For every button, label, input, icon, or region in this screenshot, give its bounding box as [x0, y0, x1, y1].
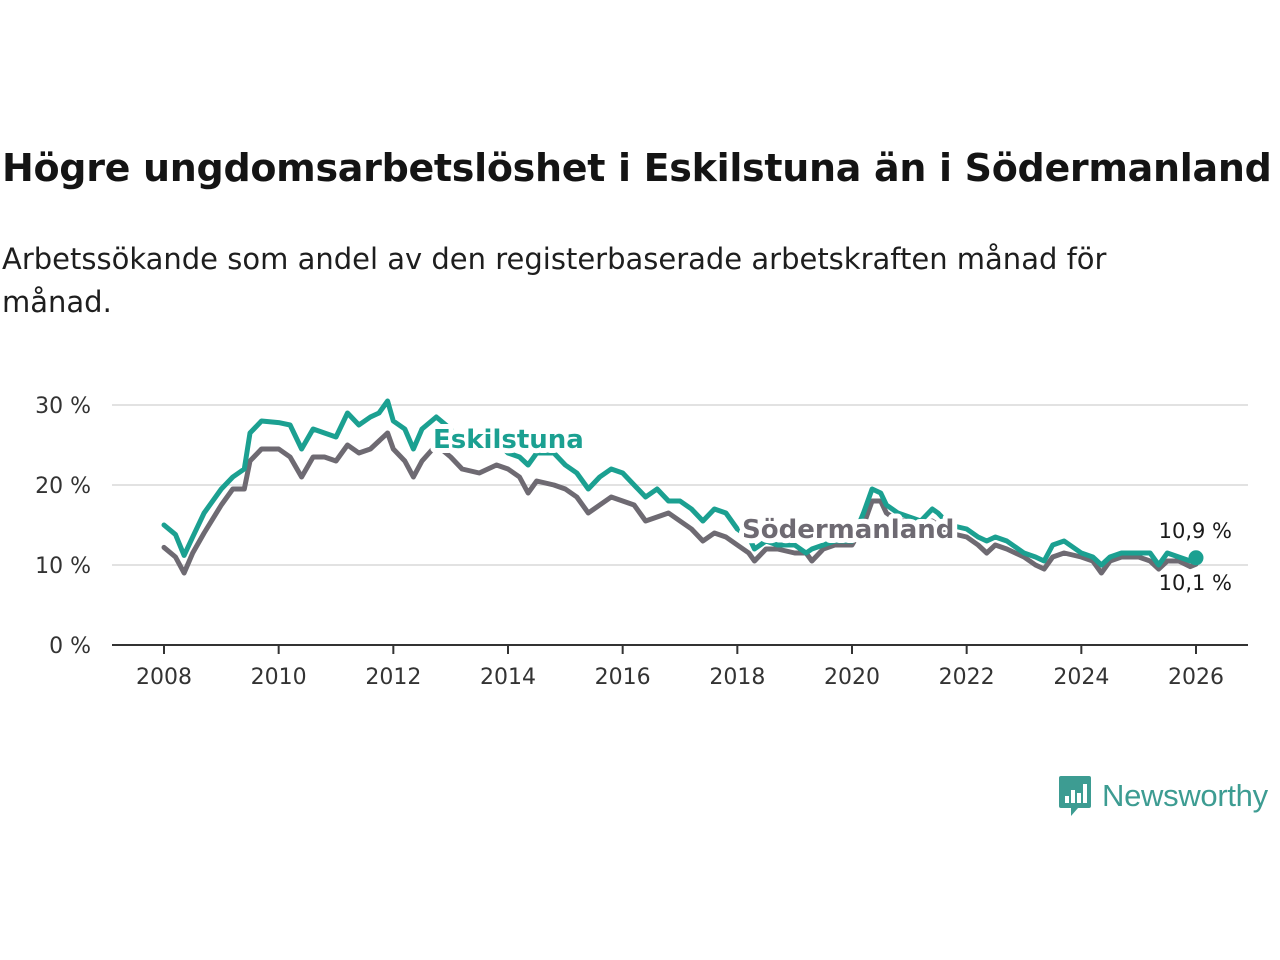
x-tick-label: 2024 [1053, 665, 1109, 690]
x-tick-label: 2010 [251, 665, 307, 690]
axes: 0 % 10 % 20 % 30 % 2008 2010 2012 2014 2016 2018 2… [35, 394, 1248, 690]
end-marker-eskilstuna [1188, 550, 1204, 566]
y-tick-label: 20 % [35, 474, 91, 499]
x-tick-label: 2016 [595, 665, 651, 690]
chart-title: Högre ungdomsarbetslöshet i Eskilstuna ä… [2, 146, 1272, 190]
series-line-eskilstuna [161, 398, 1199, 568]
series-label-sodermanland: Södermanland [742, 515, 954, 545]
x-tick-label: 2022 [939, 665, 995, 690]
x-tick-label: 2018 [709, 665, 765, 690]
bar-chart-bubble-icon [1059, 776, 1091, 816]
end-label-sodermanland: 10,1 % [1159, 571, 1232, 595]
y-tick-label: 10 % [35, 554, 91, 579]
brand-name: Newsworthy [1102, 778, 1268, 813]
chart-subtitle: Arbetssökande som andel av den registerb… [2, 242, 1107, 319]
x-tick-label: 2026 [1168, 665, 1224, 690]
x-tick-label: 2008 [136, 665, 192, 690]
y-tick-label: 30 % [35, 394, 91, 419]
x-tick-label: 2012 [365, 665, 421, 690]
end-label-eskilstuna: 10,9 % [1159, 519, 1232, 543]
series-label-eskilstuna: Eskilstuna [433, 425, 584, 455]
series-lines [161, 398, 1199, 576]
newsworthy-logo: Newsworthy [1058, 772, 1268, 820]
y-tick-label: 0 % [49, 634, 91, 659]
x-tick-label: 2020 [824, 665, 880, 690]
series-labels: Eskilstuna Södermanland 10,9 % 10,1 % [428, 420, 1232, 595]
grid-lines [112, 404, 1248, 566]
series-line-sodermanland [161, 430, 1199, 576]
x-tick-label: 2014 [480, 665, 536, 690]
